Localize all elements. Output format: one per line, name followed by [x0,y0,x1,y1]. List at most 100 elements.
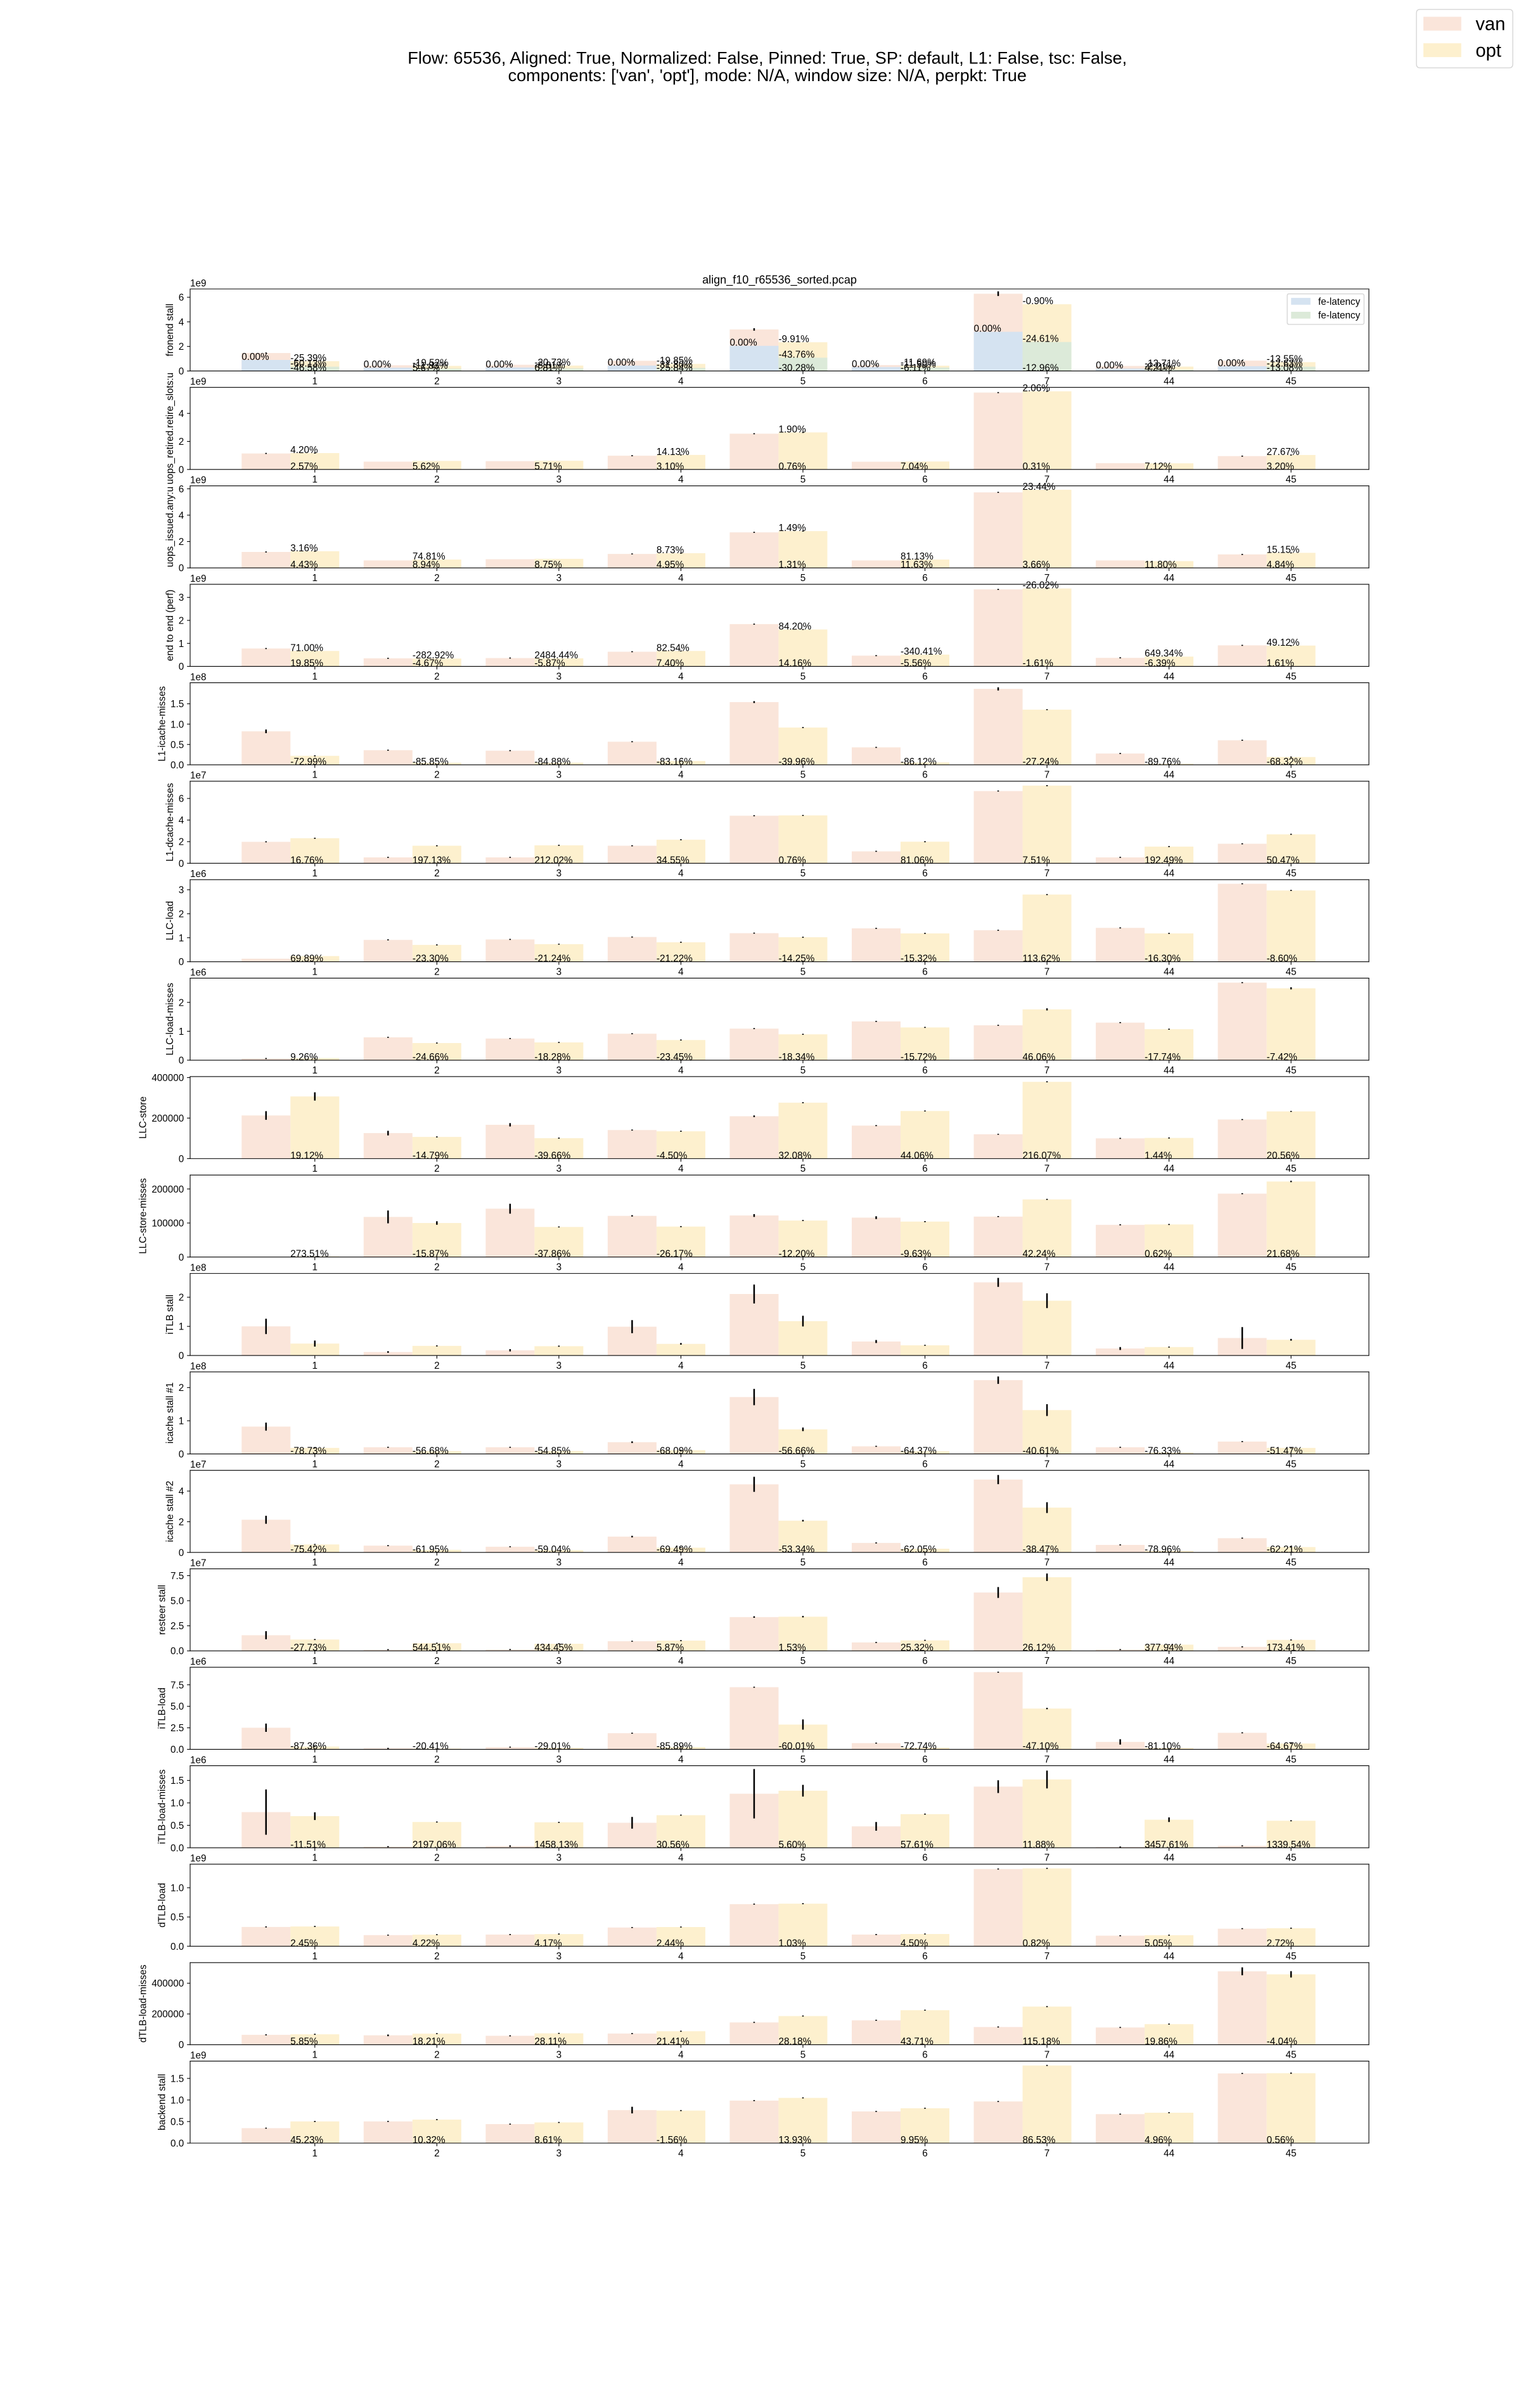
svg-text:5: 5 [800,966,806,977]
svg-text:6: 6 [922,770,928,781]
svg-text:200000: 200000 [151,1184,184,1195]
svg-text:6: 6 [179,293,184,304]
svg-text:32.08%: 32.08% [778,1150,811,1161]
svg-text:0.00%: 0.00% [852,359,880,369]
svg-text:4: 4 [678,1262,684,1273]
svg-text:-85.85%: -85.85% [413,757,449,767]
svg-text:2: 2 [434,2049,439,2060]
svg-text:7: 7 [1044,1065,1050,1076]
svg-text:197.13%: 197.13% [413,855,451,866]
svg-text:1458.13%: 1458.13% [534,1840,578,1850]
svg-text:44: 44 [1164,1065,1174,1076]
svg-text:5: 5 [800,1163,806,1174]
svg-text:6: 6 [922,1656,928,1667]
svg-text:1e9: 1e9 [190,278,206,289]
svg-text:44: 44 [1164,1853,1174,1864]
svg-text:3: 3 [179,592,184,603]
svg-text:5: 5 [800,1558,806,1568]
svg-text:4.96%: 4.96% [1145,2135,1172,2146]
svg-text:1: 1 [312,573,318,584]
svg-text:3: 3 [556,770,562,781]
svg-text:7: 7 [1044,1459,1050,1470]
svg-text:-68.32%: -68.32% [1267,757,1303,767]
svg-text:0.00%: 0.00% [485,359,513,370]
svg-text:0.0: 0.0 [170,2139,184,2149]
svg-text:-5.87%: -5.87% [534,658,565,669]
svg-text:1e6: 1e6 [190,1656,206,1667]
svg-text:0: 0 [179,1351,184,1362]
svg-text:44: 44 [1164,1262,1174,1273]
svg-text:-27.73%: -27.73% [290,1643,326,1653]
svg-text:6: 6 [922,1558,928,1568]
svg-text:2: 2 [434,671,439,682]
svg-text:44: 44 [1164,1558,1174,1568]
svg-text:2: 2 [434,868,439,879]
svg-text:4: 4 [179,317,184,328]
svg-text:0.00%: 0.00% [974,324,1002,335]
svg-text:-64.67%: -64.67% [1267,1741,1303,1752]
svg-text:4: 4 [678,1163,684,1174]
svg-text:2: 2 [434,1163,439,1174]
svg-text:1: 1 [312,2148,318,2159]
svg-text:9.95%: 9.95% [901,2135,928,2146]
svg-text:1e9: 1e9 [190,573,206,584]
svg-text:uops_issued.any:u: uops_issued.any:u [165,487,176,567]
svg-text:49.12%: 49.12% [1267,637,1300,648]
svg-text:4.84%: 4.84% [1267,560,1295,570]
svg-text:3: 3 [556,1656,562,1667]
svg-text:0.31%: 0.31% [1023,461,1051,472]
svg-text:7.5: 7.5 [170,1571,184,1582]
svg-text:-17.74%: -17.74% [1145,1052,1181,1063]
svg-text:-25.39%: -25.39% [290,353,326,364]
svg-text:200000: 200000 [151,2009,184,2020]
svg-text:2.72%: 2.72% [1267,1938,1295,1949]
svg-text:26.12%: 26.12% [1023,1643,1056,1653]
svg-text:-11.69%: -11.69% [901,357,936,368]
svg-text:7: 7 [1044,1163,1050,1174]
svg-text:-19.52%: -19.52% [413,357,449,368]
svg-text:5.60%: 5.60% [778,1840,806,1850]
svg-text:1.0: 1.0 [170,2095,184,2106]
svg-text:1: 1 [179,1322,184,1333]
svg-text:0.5: 0.5 [170,1912,184,1923]
svg-text:2: 2 [434,770,439,781]
svg-text:2: 2 [434,1262,439,1273]
svg-text:5: 5 [800,1951,806,1962]
svg-text:45: 45 [1286,1558,1297,1568]
svg-text:-53.34%: -53.34% [778,1544,814,1555]
svg-text:44: 44 [1164,1361,1174,1371]
svg-text:0.5: 0.5 [170,740,184,750]
svg-text:6: 6 [922,1163,928,1174]
svg-text:544.51%: 544.51% [413,1643,451,1653]
svg-text:iTLB-load-misses: iTLB-load-misses [157,1769,167,1844]
svg-text:-60.13%: -60.13% [290,359,326,369]
svg-text:5.0: 5.0 [170,1596,184,1607]
svg-text:4: 4 [179,409,184,419]
svg-text:44: 44 [1164,1656,1174,1667]
svg-text:5.67%: 5.67% [413,362,440,373]
svg-text:45: 45 [1286,2148,1297,2159]
svg-text:-21.22%: -21.22% [657,954,693,964]
svg-text:377.94%: 377.94% [1145,1643,1183,1653]
svg-text:7.40%: 7.40% [657,658,684,669]
svg-text:6: 6 [922,1262,928,1273]
svg-text:1: 1 [179,1416,184,1427]
svg-text:45: 45 [1286,1065,1297,1076]
svg-text:1e7: 1e7 [190,771,206,781]
svg-text:4: 4 [678,1065,684,1076]
svg-text:2: 2 [434,1459,439,1470]
svg-text:4: 4 [179,816,184,826]
svg-text:45: 45 [1286,1459,1297,1470]
svg-text:4: 4 [678,573,684,584]
svg-text:44: 44 [1164,966,1174,977]
svg-text:1: 1 [312,376,318,387]
svg-text:0: 0 [179,1252,184,1263]
svg-text:23.44%: 23.44% [1023,482,1056,492]
svg-text:1: 1 [312,1754,318,1765]
svg-text:3: 3 [556,1262,562,1273]
svg-text:-85.89%: -85.89% [657,1741,693,1752]
svg-text:2.45%: 2.45% [290,1938,318,1949]
svg-text:16.76%: 16.76% [290,855,323,866]
svg-text:-12.63%: -12.63% [1267,359,1303,369]
svg-text:-5.56%: -5.56% [901,658,932,669]
